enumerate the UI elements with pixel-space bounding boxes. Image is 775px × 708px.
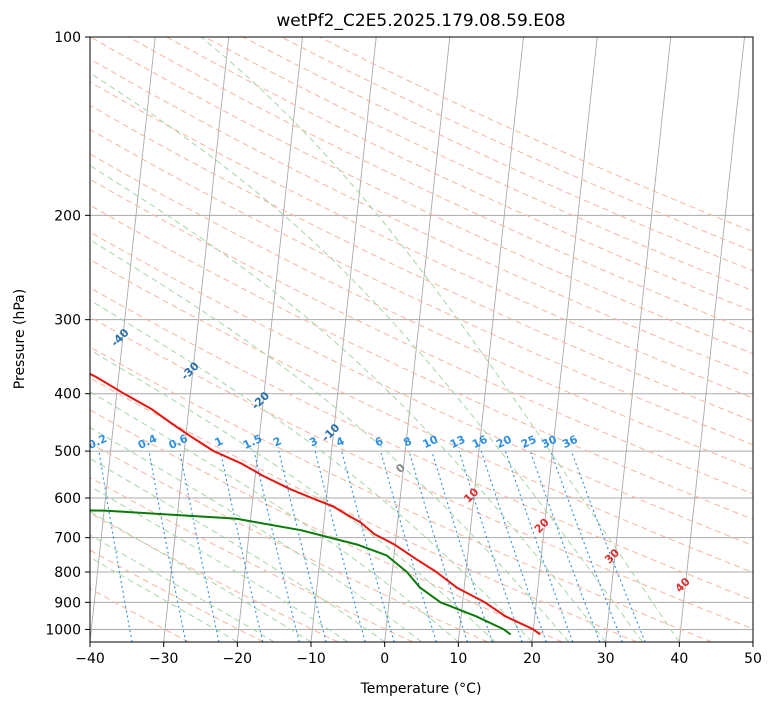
x-tick-label: 10 — [449, 651, 467, 667]
moist-adiabat-line — [90, 510, 312, 642]
x-tick-label: −10 — [296, 651, 326, 667]
dry-adiabat-line — [90, 409, 563, 642]
mixing-ratio-line — [219, 450, 264, 642]
dry-adiabat-line — [90, 442, 488, 642]
mixing-ratio-line — [431, 450, 493, 642]
x-tick-label: 20 — [523, 651, 541, 667]
mixing-ratio-label: 10 — [421, 433, 441, 451]
background-lines — [90, 37, 753, 642]
y-tick-label: 300 — [54, 313, 81, 329]
temperature-trace — [90, 372, 541, 636]
chart-title: wetPf2_C2E5.2025.179.08.59.E08 — [276, 11, 565, 31]
x-tick-label: −20 — [223, 651, 253, 667]
y-tick-label: 400 — [54, 387, 81, 403]
mixing-ratio-line — [380, 450, 437, 642]
y-tick-label: 600 — [54, 491, 81, 507]
y-axis-label: Pressure (hPa) — [12, 289, 28, 389]
dry-adiabat-line — [90, 316, 753, 630]
dry-adiabat-line — [90, 81, 753, 399]
dry-adiabat-line — [90, 346, 712, 642]
mixing-ratio-line — [341, 450, 395, 642]
y-tick-label: 900 — [54, 595, 81, 611]
dry-adiabat-line — [90, 377, 638, 642]
mixing-ratio-label: 25 — [519, 433, 538, 451]
dry-adiabat-line — [90, 512, 339, 642]
dry-adiabat-line — [90, 258, 753, 574]
x-axis: −40 −30 −20 −10 0 10 20 30 40 50 — [75, 642, 762, 667]
isotherm-line — [678, 37, 745, 642]
moist-adiabat-line — [90, 72, 643, 642]
dewpoint-trace — [90, 509, 512, 636]
moist-adiabat-line — [90, 457, 385, 642]
mixing-ratio-line — [148, 450, 187, 642]
y-tick-label: 200 — [54, 208, 81, 224]
mixing-ratio-line — [408, 450, 469, 642]
x-tick-label: −30 — [149, 651, 179, 667]
moist-adiabat-line — [90, 239, 570, 642]
y-tick-label: 1000 — [45, 622, 81, 638]
x-tick-label: 40 — [670, 651, 688, 667]
mixing-ratio-line — [550, 450, 623, 642]
moist-adiabat-line — [90, 534, 275, 642]
dry-adiabat-line — [90, 549, 264, 642]
y-tick-label: 500 — [54, 444, 81, 460]
mixing-ratio-line — [504, 450, 574, 642]
dry-adiabat-line — [90, 204, 753, 520]
isotherm-line — [384, 37, 451, 642]
mixing-ratio-line — [480, 450, 547, 642]
y-tick-label: 700 — [54, 531, 81, 547]
profile-traces — [90, 372, 541, 636]
dry-adiabat-line — [90, 37, 753, 355]
mixing-ratio-label: 36 — [560, 433, 580, 451]
moist-adiabat-line — [90, 391, 459, 642]
mixing-ratio-line — [253, 450, 300, 642]
moist-adiabat-line — [90, 349, 496, 642]
x-tick-label: −40 — [75, 651, 105, 667]
mixing-ratio-line — [314, 450, 366, 642]
moist-adiabat-line — [90, 165, 607, 642]
dry-adiabat-line — [90, 178, 753, 495]
x-axis-label: Temperature (°C) — [360, 681, 482, 697]
mixing-ratio-line — [529, 450, 601, 642]
mixing-ratio-label: 20 — [494, 433, 514, 451]
moist-adiabat-line — [200, 37, 680, 642]
dry-adiabat-line — [204, 37, 753, 292]
dry-adiabat-line — [90, 104, 753, 422]
y-axis: 100 200 300 400 500 600 700 800 900 1000 — [45, 30, 90, 638]
mixing-ratio-line — [570, 450, 646, 642]
x-tick-label: 0 — [380, 651, 389, 667]
isotherm-line — [457, 37, 524, 642]
dry-adiabat-line — [128, 37, 753, 333]
isotherm-line — [605, 37, 672, 642]
mixing-ratio-line — [458, 450, 523, 642]
plot-frame — [89, 36, 754, 643]
x-tick-label: 50 — [744, 651, 762, 667]
mixing-ratio-label: 13 — [448, 433, 467, 451]
isotherm-line — [531, 37, 598, 642]
mixing-ratio-label: 16 — [470, 433, 490, 451]
mixing-ratio-line — [278, 450, 327, 642]
isotherm-line — [163, 37, 230, 642]
x-tick-label: 30 — [597, 651, 615, 667]
y-tick-label: 800 — [54, 565, 81, 581]
mixing-ratio-line — [179, 451, 220, 642]
y-tick-label: 100 — [54, 30, 81, 46]
dry-adiabat-line — [90, 476, 414, 642]
isotherm-line — [236, 37, 303, 642]
mixing-ratio-label: 30 — [540, 433, 560, 451]
moist-adiabat-line — [90, 556, 238, 642]
